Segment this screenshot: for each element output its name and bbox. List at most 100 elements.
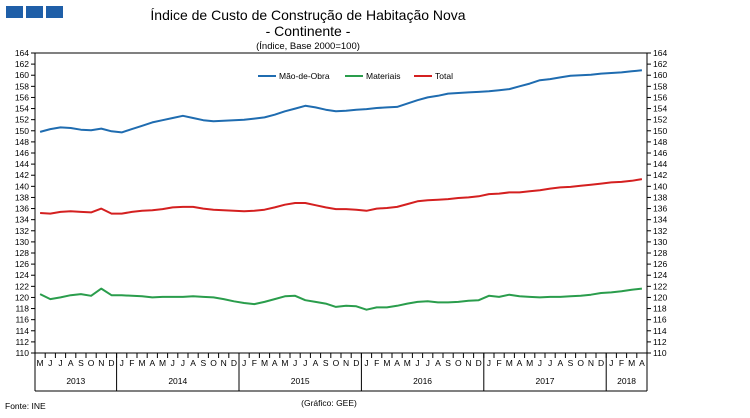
- y-tick-label-left: 112: [15, 337, 29, 347]
- header-badges: [6, 6, 63, 18]
- y-tick-label-left: 118: [15, 304, 29, 314]
- y-tick-label-left: 140: [15, 181, 29, 191]
- x-tick-label: M: [261, 358, 268, 368]
- y-tick-label-left: 134: [15, 215, 29, 225]
- x-tick-label: A: [639, 358, 645, 368]
- y-tick-label-left: 120: [15, 292, 29, 302]
- x-tick-label: F: [374, 358, 379, 368]
- x-tick-label: S: [568, 358, 574, 368]
- year-label: 2014: [168, 376, 187, 386]
- y-tick-label-left: 110: [15, 348, 29, 358]
- year-label: 2017: [536, 376, 555, 386]
- x-tick-label: J: [181, 358, 185, 368]
- x-tick-label: D: [108, 358, 114, 368]
- y-tick-label-right: 130: [653, 237, 667, 247]
- x-tick-label: A: [313, 358, 319, 368]
- series-line-total: [40, 178, 643, 215]
- x-tick-label: F: [129, 358, 134, 368]
- x-tick-label: S: [445, 358, 451, 368]
- x-tick-label: O: [210, 358, 217, 368]
- y-tick-label-right: 138: [653, 192, 667, 202]
- x-tick-label: A: [557, 358, 563, 368]
- chart-title: Índice de Custo de Construção de Habitaç…: [150, 7, 465, 23]
- series-line-materiais: [39, 287, 643, 311]
- y-tick-label-left: 122: [15, 281, 29, 291]
- header-badge-3: [46, 6, 63, 18]
- x-tick-label: J: [58, 358, 62, 368]
- x-tick-label: J: [538, 358, 542, 368]
- y-tick-label-right: 146: [653, 148, 667, 158]
- chart-subtitle: (Índice, Base 2000=100): [256, 41, 360, 52]
- legend: Mão-de-Obra Materiais Total: [258, 71, 453, 81]
- x-tick-label: F: [496, 358, 501, 368]
- x-tick-label: M: [404, 358, 411, 368]
- y-tick-label-left: 144: [15, 159, 29, 169]
- y-tick-label-left: 126: [15, 259, 29, 269]
- y-tick-label-right: 116: [653, 315, 667, 325]
- legend-label-mao-de-obra: Mão-de-Obra: [279, 71, 330, 81]
- x-tick-label: M: [281, 358, 288, 368]
- y-tick-label-right: 118: [653, 304, 667, 314]
- x-tick-label: N: [588, 358, 594, 368]
- y-tick-label-right: 152: [653, 115, 667, 125]
- y-tick-label-left: 160: [15, 70, 29, 80]
- y-tick-label-right: 110: [653, 348, 667, 358]
- x-tick-label: O: [455, 358, 462, 368]
- legend-label-total: Total: [435, 71, 453, 81]
- x-tick-label: J: [548, 358, 552, 368]
- y-tick-label-right: 150: [653, 126, 667, 136]
- y-tick-label-left: 156: [15, 92, 29, 102]
- y-tick-label-right: 158: [653, 81, 667, 91]
- x-tick-label: A: [517, 358, 523, 368]
- y-tick-label-left: 114: [15, 326, 29, 336]
- x-tick-label: J: [364, 358, 368, 368]
- y-tick-label-right: 122: [653, 281, 667, 291]
- x-tick-label: N: [221, 358, 227, 368]
- y-tick-label-right: 160: [653, 70, 667, 80]
- x-tick-label: A: [149, 358, 155, 368]
- y-tick-label-left: 128: [15, 248, 29, 258]
- y-tick-label-left: 152: [15, 115, 29, 125]
- y-tick-label-left: 150: [15, 126, 29, 136]
- y-tick-label-right: 128: [653, 248, 667, 258]
- y-tick-label-left: 142: [15, 170, 29, 180]
- x-tick-label: S: [78, 358, 84, 368]
- header-badge-2: [26, 6, 43, 18]
- x-tick-label: J: [48, 358, 52, 368]
- y-tick-label-left: 116: [15, 315, 29, 325]
- x-tick-label: F: [252, 358, 257, 368]
- x-tick-label: D: [476, 358, 482, 368]
- y-tick-label-right: 162: [653, 59, 667, 69]
- x-tick-label: N: [343, 358, 349, 368]
- legend-label-materiais: Materiais: [366, 71, 400, 81]
- chart-title-line2: - Continente -: [266, 23, 351, 39]
- y-tick-label-right: 148: [653, 137, 667, 147]
- x-tick-label: A: [272, 358, 278, 368]
- header-badge-1: [6, 6, 23, 18]
- y-tick-label-left: 148: [15, 137, 29, 147]
- y-tick-label-right: 114: [653, 326, 667, 336]
- x-tick-label: M: [628, 358, 635, 368]
- y-tick-label-left: 154: [15, 104, 29, 114]
- source-note: Fonte: INE: [5, 401, 46, 411]
- x-tick-label: J: [426, 358, 430, 368]
- x-tick-label: M: [37, 358, 44, 368]
- plot-frame: [34, 52, 648, 354]
- x-tick-label: A: [190, 358, 196, 368]
- x-tick-label: M: [506, 358, 513, 368]
- x-tick-label: J: [487, 358, 491, 368]
- x-tick-label: D: [231, 358, 237, 368]
- y-tick-label-left: 136: [15, 204, 29, 214]
- y-tick-label-left: 158: [15, 81, 29, 91]
- chart-credit: (Gráfico: GEE): [301, 398, 357, 408]
- y-tick-label-right: 154: [653, 104, 667, 114]
- year-label: 2016: [413, 376, 432, 386]
- x-tick-label: M: [159, 358, 166, 368]
- y-tick-label-left: 132: [15, 226, 29, 236]
- x-tick-label: A: [394, 358, 400, 368]
- x-tick-label: J: [303, 358, 307, 368]
- y-tick-label-right: 140: [653, 181, 667, 191]
- x-tick-label: N: [465, 358, 471, 368]
- x-tick-label: A: [68, 358, 74, 368]
